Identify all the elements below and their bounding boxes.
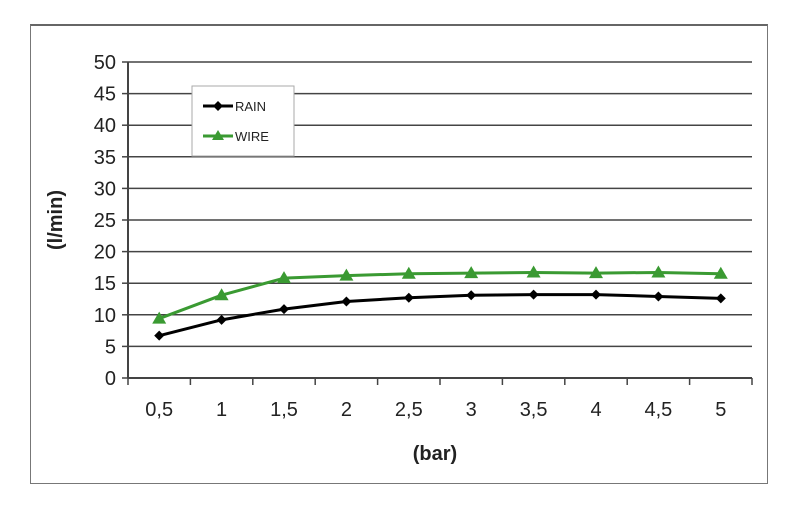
x-tick-label: 1,5: [270, 399, 298, 421]
wire-data-point: [589, 266, 603, 279]
wire-data-point: [152, 311, 167, 324]
rain-series-line: [158, 293, 721, 338]
chart-frame: [30, 24, 768, 484]
wire-series-line: [158, 270, 721, 320]
x-tick-label: 2: [341, 399, 352, 421]
y-axis-label: (l/min): [45, 190, 67, 250]
y-tick-label: 40: [94, 115, 116, 137]
y-tick-label: 30: [94, 178, 116, 200]
x-tick-label: 0,5: [145, 399, 173, 421]
y-tick-label: 15: [94, 273, 116, 295]
rain-data-point: [403, 292, 414, 303]
legend-rain-label: RAIN: [235, 99, 266, 114]
wire-data-point: [339, 268, 354, 281]
wire-data-point: [214, 288, 229, 301]
y-tick-label: 20: [94, 242, 116, 264]
y-tick-label: 35: [94, 147, 116, 169]
rain-data-point: [154, 330, 165, 341]
rain-data-point: [715, 293, 726, 304]
x-tick-label: 4,5: [644, 399, 672, 421]
y-tick-label: 5: [105, 336, 116, 358]
wire-data-point: [651, 265, 666, 278]
x-tick-label: 2,5: [395, 399, 423, 421]
rain-data-point: [216, 314, 227, 325]
wire-data-point: [277, 271, 291, 284]
wire-data-point: [464, 266, 479, 279]
wire-data-point: [526, 265, 541, 278]
rain-data-point: [466, 290, 477, 301]
rain-data-point: [341, 296, 352, 307]
y-tick-label: 50: [94, 52, 116, 74]
y-tick-label: 25: [94, 210, 116, 232]
x-tick-label: 4: [590, 399, 601, 421]
wire-data-point: [713, 266, 728, 279]
rain-data-point: [653, 291, 664, 302]
x-tick-label: 5: [715, 399, 726, 421]
rain-data-point: [591, 289, 601, 300]
y-tick-label: 0: [105, 368, 116, 390]
x-tick-label: 1: [216, 399, 227, 421]
legend-rain-marker: [213, 101, 223, 111]
rain-data-point: [279, 304, 289, 315]
legend-box: [191, 85, 295, 157]
legend-wire-marker: [212, 130, 224, 140]
wire-data-point: [401, 266, 416, 279]
x-tick-label: 3: [466, 399, 477, 421]
x-axis-label: (bar): [413, 443, 457, 465]
rain-data-point: [528, 289, 539, 300]
legend-wire-label: WIRE: [235, 129, 269, 144]
x-tick-label: 3,5: [520, 399, 548, 421]
legend: RAIN WIRE: [191, 85, 295, 157]
y-tick-label: 10: [94, 305, 116, 327]
y-tick-label: 45: [94, 84, 116, 106]
